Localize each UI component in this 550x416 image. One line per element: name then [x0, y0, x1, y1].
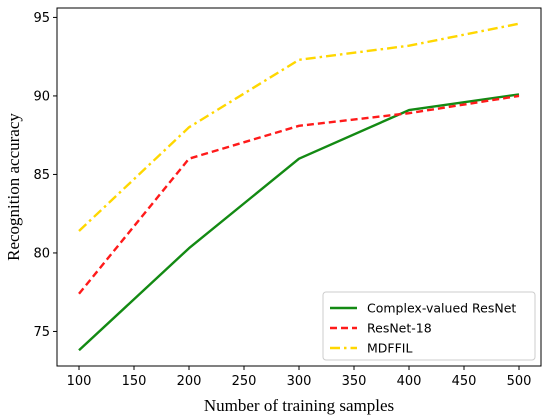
x-tick-label: 450 [452, 374, 477, 389]
y-axis-label: Recognition accuracy [4, 113, 23, 261]
y-tick-label: 90 [33, 89, 50, 104]
legend: Complex-valued ResNet ResNet-18 MDFFIL [322, 291, 536, 361]
x-tick-label: 500 [507, 374, 532, 389]
legend-label-3: MDFFIL [367, 341, 412, 356]
series-line-1 [78, 93, 520, 352]
series-line-2 [78, 94, 520, 295]
x-axis-ticks: 100 150 200 250 300 350 400 450 500 [67, 366, 532, 389]
legend-label-1: Complex-valued ResNet [367, 301, 516, 316]
y-tick-label: 75 [33, 325, 50, 340]
x-tick-label: 150 [122, 374, 147, 389]
y-axis-ticks: 75 80 85 90 95 [33, 11, 57, 340]
y-tick-label: 85 [33, 168, 50, 183]
x-axis-label: Number of training samples [204, 396, 394, 415]
x-tick-label: 100 [67, 374, 92, 389]
x-tick-label: 400 [397, 374, 422, 389]
legend-label-2: ResNet-18 [367, 321, 432, 336]
y-tick-label: 95 [33, 11, 50, 26]
x-tick-label: 250 [232, 374, 257, 389]
x-tick-label: 200 [177, 374, 202, 389]
x-tick-label: 300 [287, 374, 312, 389]
x-tick-label: 350 [342, 374, 367, 389]
legend-box [322, 291, 536, 361]
y-tick-label: 80 [33, 246, 50, 261]
series-lines [78, 22, 520, 352]
